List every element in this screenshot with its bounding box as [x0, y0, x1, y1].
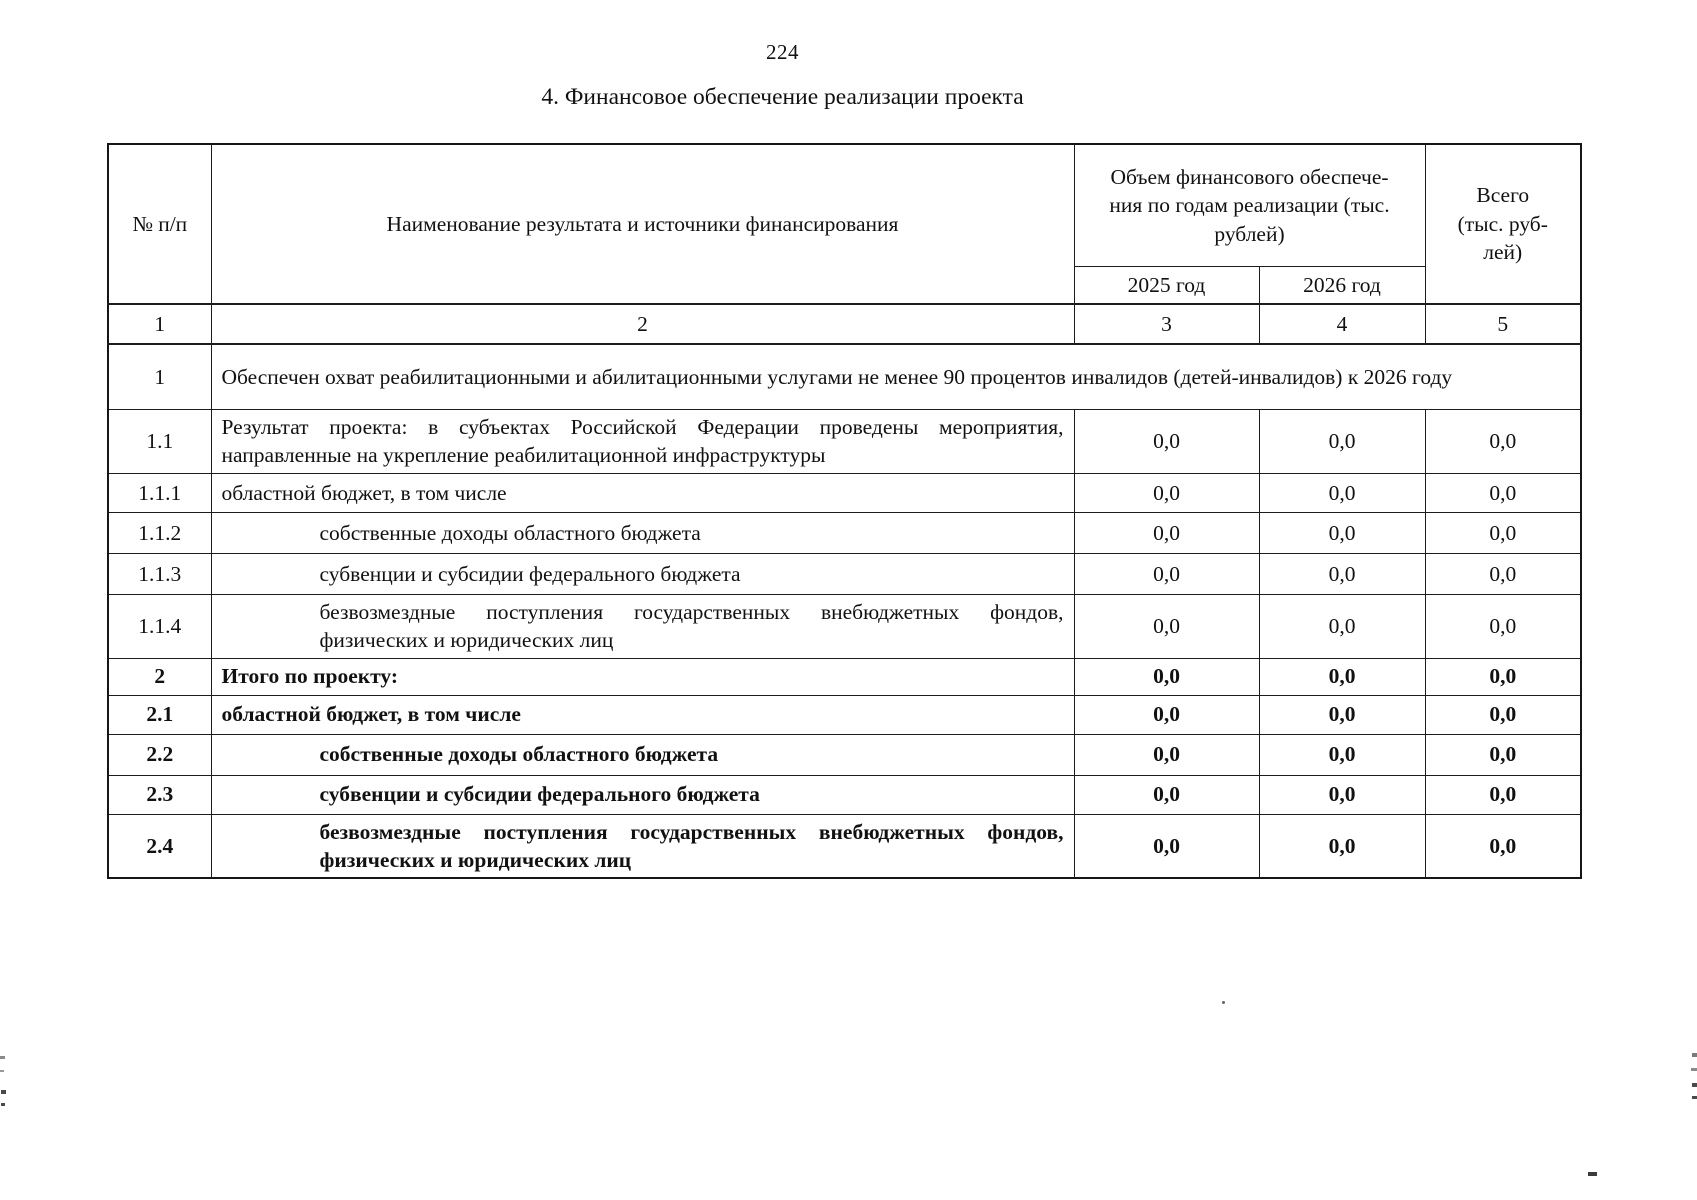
table-row: 1.1.3 субвенции и субсидии федерального …: [107, 552, 1582, 595]
row-num: 1.1.4: [107, 593, 212, 659]
row-num: 2.1: [107, 694, 212, 735]
cell-2025: 0,0: [1073, 511, 1260, 554]
row-name: областной бюджет, в том числе: [210, 472, 1075, 513]
row-name: субвенции и субсидии федерального бюджет…: [210, 774, 1075, 815]
row-name: Итого по проекту:: [210, 657, 1075, 696]
cell-2025: 0,0: [1073, 593, 1260, 659]
scan-artifact: [1, 1103, 5, 1106]
table-row: 2.3 субвенции и субсидии федерального бю…: [107, 774, 1582, 815]
cell-total: 0,0: [1424, 733, 1582, 776]
header-year-2026: 2026 год: [1258, 266, 1426, 305]
cell-2025: 0,0: [1073, 657, 1260, 696]
row-name: Обеспечен охват реабилитационными и абил…: [210, 343, 1582, 410]
cell-total: 0,0: [1424, 813, 1582, 879]
cell-total: 0,0: [1424, 593, 1582, 659]
row-num: 2.4: [107, 813, 212, 879]
cell-2026: 0,0: [1258, 511, 1426, 554]
table-header-row: № п/п Наименование результата и источник…: [107, 143, 1582, 305]
cell-2025: 0,0: [1073, 552, 1260, 595]
row-num: 1.1.1: [107, 472, 212, 513]
row-num: 2: [107, 657, 212, 696]
table-row-merged: 1 Обеспечен охват реабилитационными и аб…: [107, 343, 1582, 410]
finance-table: № п/п Наименование результата и источник…: [107, 143, 1582, 880]
cell-2026: 0,0: [1258, 593, 1426, 659]
cell-2026: 0,0: [1258, 774, 1426, 815]
row-name: безвозмездные поступления государственны…: [210, 593, 1075, 659]
scan-artifact: [1692, 1053, 1697, 1057]
row-name: субвенции и субсидии федерального бюджет…: [210, 552, 1075, 595]
scan-artifact: [0, 1070, 4, 1072]
table-body: 1 2 3 4 5 1 Обеспечен охват реабилитацио…: [107, 303, 1582, 879]
cell-2025: 0,0: [1073, 813, 1260, 879]
row-name: Результат проекта: в субъектах Российско…: [210, 409, 1075, 474]
table-row: 2 Итого по проекту: 0,0 0,0 0,0: [107, 657, 1582, 696]
index-cell: 1: [107, 303, 212, 345]
section-title: 4. Финансовое обеспечение реализации про…: [541, 84, 1024, 110]
cell-total: 0,0: [1424, 511, 1582, 554]
cell-total: 0,0: [1424, 472, 1582, 513]
header-col-name: Наименование результата и источники фина…: [210, 143, 1075, 305]
page-number: 224: [766, 40, 799, 64]
cell-2026: 0,0: [1258, 552, 1426, 595]
cell-total: 0,0: [1424, 552, 1582, 595]
index-cell: 5: [1424, 303, 1582, 345]
row-name: областной бюджет, в том числе: [210, 694, 1075, 735]
cell-2026: 0,0: [1258, 472, 1426, 513]
table-row: 2.2 собственные доходы областного бюджет…: [107, 733, 1582, 776]
table-row: 2.4 безвозмездные поступления государств…: [107, 813, 1582, 879]
scan-artifact: [1691, 1068, 1697, 1071]
cell-2026: 0,0: [1258, 694, 1426, 735]
table-row: 1.1.2 собственные доходы областного бюдж…: [107, 511, 1582, 554]
table-header-years-row: 2025 год 2026 год: [108, 266, 1581, 305]
scan-artifact: [1222, 1001, 1225, 1004]
row-name: безвозмездные поступления государственны…: [210, 813, 1075, 879]
cell-2026: 0,0: [1258, 813, 1426, 879]
scan-artifact: [1588, 1172, 1597, 1176]
table-row: 1.1 Результат проекта: в субъектах Росси…: [107, 409, 1582, 474]
row-num: 1.1.2: [107, 511, 212, 554]
scan-artifact: [1692, 1083, 1697, 1087]
table-row: 1.1.4 безвозмездные поступления государс…: [107, 593, 1582, 659]
row-num: 1: [107, 343, 212, 410]
cell-total: 0,0: [1424, 409, 1582, 474]
header-year-2025: 2025 год: [1073, 266, 1260, 305]
cell-2026: 0,0: [1258, 733, 1426, 776]
scan-artifact: [1692, 1096, 1697, 1099]
scan-artifact: [1, 1090, 6, 1094]
cell-2025: 0,0: [1073, 472, 1260, 513]
scan-artifact: [0, 1056, 5, 1059]
index-cell: 4: [1258, 303, 1426, 345]
column-index-row: 1 2 3 4 5: [107, 303, 1582, 345]
header-col-num: № п/п: [107, 143, 212, 305]
row-num: 2.2: [107, 733, 212, 776]
cell-2025: 0,0: [1073, 694, 1260, 735]
cell-total: 0,0: [1424, 694, 1582, 735]
cell-2025: 0,0: [1073, 733, 1260, 776]
cell-2026: 0,0: [1258, 657, 1426, 696]
row-num: 1.1.3: [107, 552, 212, 595]
row-num: 1.1: [107, 409, 212, 474]
header-col-total: Всего (тыс. руб- лей): [1424, 143, 1582, 305]
row-num: 2.3: [107, 774, 212, 815]
table-row: 2.1 областной бюджет, в том числе 0,0 0,…: [107, 694, 1582, 735]
cell-2026: 0,0: [1258, 409, 1426, 474]
index-cell: 2: [210, 303, 1075, 345]
cell-total: 0,0: [1424, 774, 1582, 815]
row-name: собственные доходы областного бюджета: [210, 511, 1075, 554]
table-row: 1.1.1 областной бюджет, в том числе 0,0 …: [107, 472, 1582, 513]
cell-total: 0,0: [1424, 657, 1582, 696]
cell-2025: 0,0: [1073, 774, 1260, 815]
header-col-volume: Объем финансового обеспече- ния по годам…: [1073, 143, 1426, 267]
cell-2025: 0,0: [1073, 409, 1260, 474]
row-name: собственные доходы областного бюджета: [210, 733, 1075, 776]
index-cell: 3: [1073, 303, 1260, 345]
